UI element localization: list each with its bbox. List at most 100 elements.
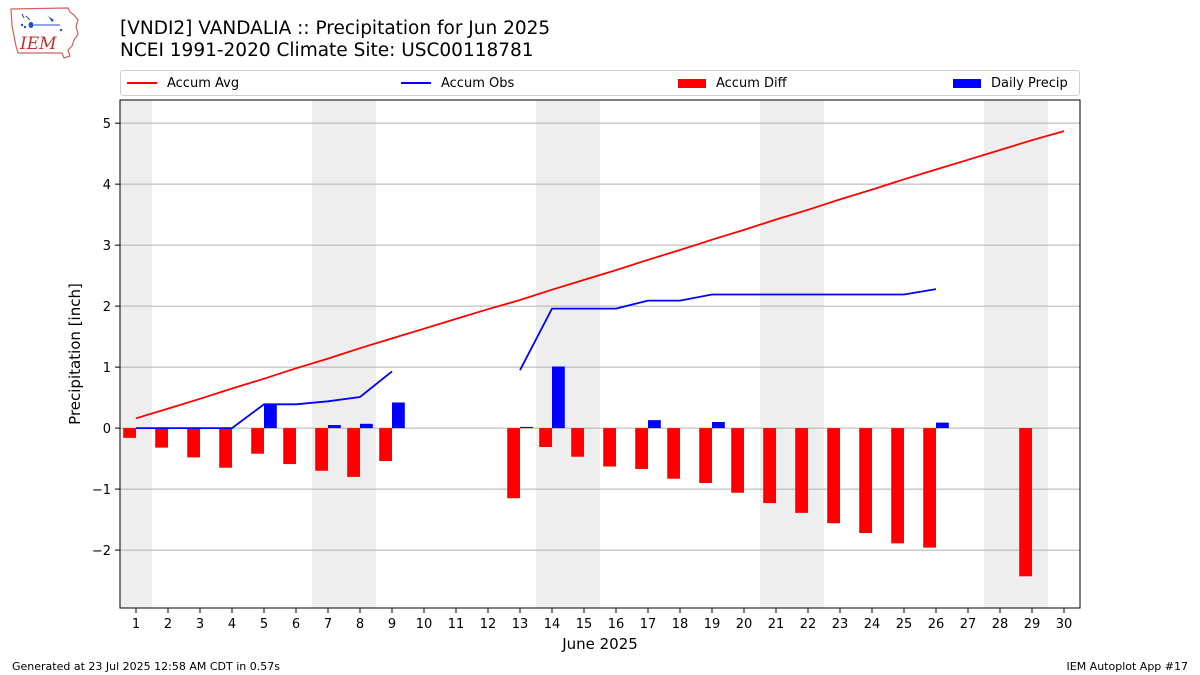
x-tick-label: 28 <box>992 617 1009 632</box>
weekend-band <box>536 100 600 608</box>
y-tick-label: −2 <box>92 544 111 559</box>
weekend-shading <box>120 100 1048 608</box>
x-tick-label: 18 <box>672 617 689 632</box>
x-tick-label: 15 <box>576 617 593 632</box>
accum-diff-bar <box>571 428 584 457</box>
accum-diff-bar <box>315 428 328 471</box>
accum-diff-bar <box>603 428 616 467</box>
x-tick-label: 1 <box>132 617 140 632</box>
x-tick-label: 19 <box>704 617 721 632</box>
x-tick-label: 11 <box>448 617 465 632</box>
daily-precip-bar <box>552 366 565 429</box>
legend-label: Accum Obs <box>441 75 515 91</box>
x-tick-label: 7 <box>324 617 332 632</box>
x-tick-label: 25 <box>896 617 913 632</box>
daily-precip-bar <box>520 426 533 429</box>
accum-diff-bar <box>827 428 840 524</box>
legend-item-daily-precip: Daily Precip <box>953 71 1068 95</box>
weekend-band <box>760 100 824 608</box>
x-tick-label: 2 <box>164 617 172 632</box>
accum-diff-bar <box>763 428 776 504</box>
bars <box>123 366 1032 577</box>
chart-title: [VNDI2] VANDALIA :: Precipitation for Ju… <box>120 18 551 39</box>
y-tick-label: 0 <box>103 422 111 437</box>
accum-diff-bar <box>635 428 648 469</box>
x-tick-label: 20 <box>736 617 753 632</box>
x-tick-label: 3 <box>196 617 204 632</box>
footer-generated: Generated at 23 Jul 2025 12:58 AM CDT in… <box>12 660 280 673</box>
y-tick-label: 3 <box>103 239 111 254</box>
legend: Accum Avg Accum Obs Accum Diff Daily Pre… <box>120 70 1080 96</box>
x-tick-label: 30 <box>1056 617 1073 632</box>
weekend-band <box>984 100 1048 608</box>
y-axis-label: Precipitation [inch] <box>66 283 84 425</box>
legend-label: Accum Avg <box>167 75 240 91</box>
x-tick-label: 4 <box>228 617 236 632</box>
x-tick-label: 10 <box>416 617 433 632</box>
accum-diff-bar <box>283 428 296 465</box>
x-tick-label: 26 <box>928 617 945 632</box>
accum-diff-bar <box>859 428 872 533</box>
y-tick-label: 4 <box>103 178 111 193</box>
x-tick-label: 5 <box>260 617 268 632</box>
x-tick-label: 22 <box>800 617 817 632</box>
iem-logo: IEM <box>10 7 79 59</box>
x-tick-label: 29 <box>1024 617 1041 632</box>
accum-diff-bar <box>219 428 232 468</box>
accum-avg-line <box>135 130 1065 420</box>
daily-precip-bar <box>648 420 661 429</box>
accum-diff-bar <box>539 428 552 448</box>
legend-item-accum-obs: Accum Obs <box>401 71 514 95</box>
accum-obs-line <box>136 288 937 429</box>
legend-swatch <box>678 78 706 88</box>
y-tick-label: 2 <box>103 300 111 315</box>
daily-precip-bar <box>264 404 277 429</box>
gridlines <box>120 122 1080 551</box>
legend-item-accum-avg: Accum Avg <box>127 71 239 95</box>
accum-diff-bar <box>891 428 904 544</box>
logo-text: IEM <box>19 34 57 54</box>
accum-diff-bar <box>1019 428 1032 577</box>
y-ticks: −2 −1 0 1 2 3 4 5 <box>92 117 120 559</box>
accum-diff-bar <box>731 428 744 493</box>
x-tick-label: 6 <box>292 617 300 632</box>
accum-diff-bar <box>507 428 520 499</box>
daily-precip-bar <box>936 422 949 429</box>
accum-diff-bar <box>795 428 808 513</box>
legend-item-accum-diff: Accum Diff <box>678 71 787 95</box>
x-tick-label: 17 <box>640 617 657 632</box>
plot-frame <box>119 99 1081 609</box>
legend-swatch <box>953 78 981 88</box>
chart-subtitle: NCEI 1991-2020 Climate Site: USC00118781 <box>120 40 534 61</box>
daily-precip-bar <box>360 423 373 429</box>
x-axis-label: June 2025 <box>561 635 638 653</box>
accum-diff-bar <box>347 428 360 477</box>
accum-diff-bar <box>123 428 136 438</box>
daily-precip-bar <box>392 402 405 429</box>
daily-precip-bar <box>328 425 341 429</box>
accum-diff-bar <box>251 428 264 454</box>
x-tick-label: 21 <box>768 617 785 632</box>
footer-app: IEM Autoplot App #17 <box>1066 660 1189 673</box>
legend-label: Accum Diff <box>716 75 787 91</box>
y-tick-label: 1 <box>103 361 111 376</box>
accum-diff-bar <box>155 428 168 448</box>
y-tick-label: −1 <box>92 483 111 498</box>
accum-diff-bar <box>699 428 712 483</box>
x-tick-label: 14 <box>544 617 561 632</box>
x-tick-label: 13 <box>512 617 529 632</box>
accum-diff-bar <box>187 428 200 458</box>
x-tick-label: 12 <box>480 617 497 632</box>
x-tick-label: 16 <box>608 617 625 632</box>
legend-swatch <box>127 82 157 84</box>
y-tick-label: 5 <box>103 117 111 132</box>
x-tick-label: 8 <box>356 617 364 632</box>
x-tick-label: 24 <box>864 617 881 632</box>
daily-precip-bar <box>712 421 725 429</box>
accum-diff-bar <box>379 428 392 462</box>
x-tick-label: 23 <box>832 617 849 632</box>
accum-diff-bar <box>667 428 680 479</box>
x-tick-label: 9 <box>388 617 396 632</box>
x-ticks: 1 2 3 4 5 6 7 8 9 10 11 12 13 14 15 16 17 18 19 20 21 22 23 24 2… <box>132 608 1072 632</box>
